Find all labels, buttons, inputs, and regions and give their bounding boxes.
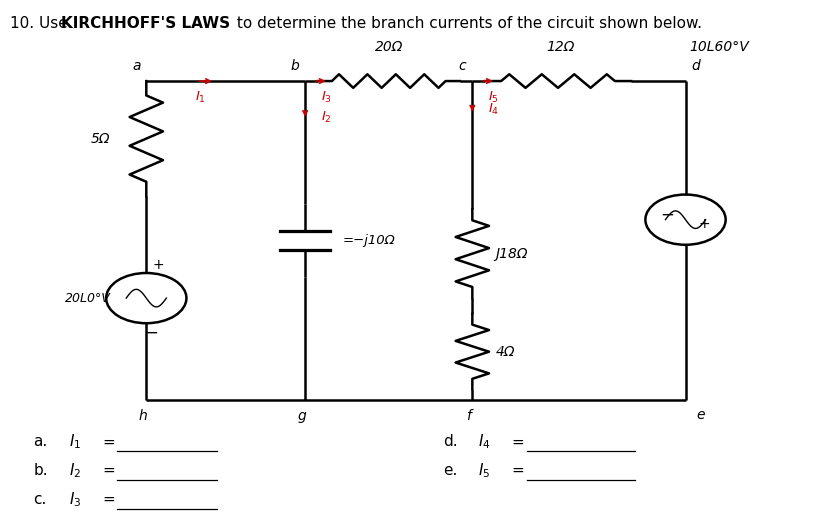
Text: c.: c. bbox=[33, 492, 47, 507]
Text: 10L60°V: 10L60°V bbox=[690, 40, 749, 54]
Text: h: h bbox=[139, 409, 147, 423]
Text: g: g bbox=[298, 409, 306, 423]
Text: =: = bbox=[512, 463, 524, 478]
Text: 12Ω: 12Ω bbox=[546, 40, 574, 54]
Text: b: b bbox=[291, 60, 299, 73]
Text: $I_4$: $I_4$ bbox=[488, 103, 500, 117]
Text: e.: e. bbox=[443, 463, 457, 478]
Text: $I_5$: $I_5$ bbox=[487, 90, 499, 105]
Text: $I_1$: $I_1$ bbox=[195, 90, 206, 105]
Text: $I_2$: $I_2$ bbox=[321, 110, 331, 125]
Text: b.: b. bbox=[33, 463, 48, 478]
Text: $I_1$: $I_1$ bbox=[69, 433, 81, 451]
Text: $I_2$: $I_2$ bbox=[69, 461, 81, 480]
Text: 10. Use: 10. Use bbox=[10, 16, 73, 31]
Text: =−j10Ω: =−j10Ω bbox=[343, 234, 395, 247]
Text: −: − bbox=[145, 324, 158, 342]
Text: +: + bbox=[698, 217, 710, 231]
Text: e: e bbox=[696, 408, 705, 422]
Text: d: d bbox=[691, 60, 700, 73]
Text: 5Ω: 5Ω bbox=[90, 132, 110, 145]
Text: a: a bbox=[132, 60, 140, 73]
Text: =: = bbox=[102, 463, 115, 478]
Text: =: = bbox=[512, 435, 524, 449]
Text: $I_3$: $I_3$ bbox=[320, 90, 332, 105]
Text: KIRCHHOFF'S LAWS: KIRCHHOFF'S LAWS bbox=[61, 16, 230, 31]
Text: to determine the branch currents of the circuit shown below.: to determine the branch currents of the … bbox=[232, 16, 702, 31]
Text: =: = bbox=[102, 435, 115, 449]
Text: +: + bbox=[152, 258, 164, 272]
Text: $I_4$: $I_4$ bbox=[478, 433, 491, 451]
Text: =: = bbox=[102, 492, 115, 507]
Text: f: f bbox=[466, 409, 472, 423]
Text: 4Ω: 4Ω bbox=[496, 345, 515, 359]
Text: J18Ω: J18Ω bbox=[496, 247, 528, 260]
Text: 20L0°V: 20L0°V bbox=[65, 292, 110, 304]
Text: 20Ω: 20Ω bbox=[375, 40, 403, 54]
Text: −: − bbox=[660, 206, 674, 223]
Text: $I_3$: $I_3$ bbox=[69, 490, 81, 509]
Text: $I_5$: $I_5$ bbox=[478, 461, 491, 480]
Text: a.: a. bbox=[33, 435, 48, 449]
Text: c: c bbox=[458, 60, 466, 73]
Text: d.: d. bbox=[443, 435, 457, 449]
